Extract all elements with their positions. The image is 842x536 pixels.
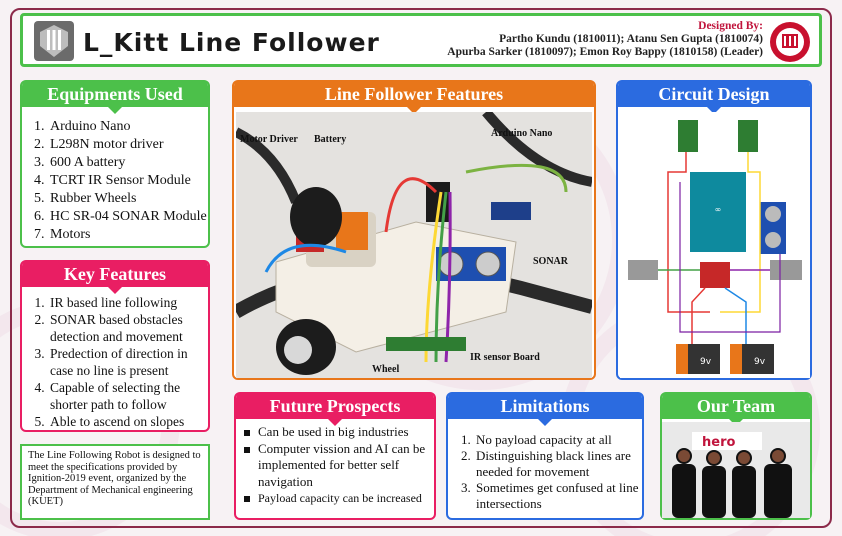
svg-text:∞: ∞ (715, 205, 722, 214)
circuit-title: Circuit Design (618, 81, 810, 114)
header: L_Kitt Line Follower Designed By: Partho… (20, 13, 822, 67)
designers-line-1: Partho Kundu (1810011); Atanu Sen Gupta … (499, 33, 763, 45)
team-photo: hero (662, 422, 810, 518)
list-item: 600 A battery (48, 154, 207, 172)
circuit-diagram: ∞ 9v 9v (620, 112, 810, 378)
key-features-panel: Key Features IR based line following SON… (20, 260, 210, 432)
line-follower-title: Line Follower Features (234, 81, 594, 114)
future-panel: Future Prospects Can be used in big indu… (234, 392, 436, 520)
list-item: No payload capacity at all (474, 432, 644, 448)
list-item: L298N motor driver (48, 136, 207, 154)
team-title: Our Team (662, 393, 810, 426)
list-item: HC SR-04 SONAR Module (48, 208, 207, 226)
line-follower-panel: Line Follower Features (232, 80, 596, 380)
event-note: The Line Following Robot is designed to … (20, 444, 210, 520)
team-logo-icon (34, 21, 74, 61)
label-wheel: Wheel (372, 364, 400, 375)
list-item: SONAR based obstacles detection and move… (48, 311, 210, 345)
label-motor-driver: Motor Driver (240, 134, 298, 145)
list-item: Rubber Wheels (48, 190, 207, 208)
label-sonar: SONAR (533, 256, 569, 267)
list-item: Sometimes get confused at line intersect… (474, 480, 644, 512)
list-item: Motors (48, 226, 207, 244)
equipments-panel: Equipments Used Arduino Nano L298N motor… (20, 80, 210, 248)
list-item: Can be used in big industries (244, 424, 434, 441)
list-item: Predection of direction in case no line … (48, 345, 210, 379)
equipments-list: Arduino Nano L298N motor driver 600 A ba… (32, 118, 207, 244)
label-ir-board: IR sensor Board (470, 352, 540, 363)
designed-by-label: Designed By: (698, 20, 763, 32)
page-frame (10, 8, 832, 528)
label-battery: Battery (314, 134, 347, 145)
robot-illustration (236, 112, 592, 378)
limitations-list: No payload capacity at all Distinguishin… (458, 432, 644, 512)
robot-photo: Motor Driver Battery Arduino Nano SONAR … (236, 112, 592, 378)
list-item: Able to ascend on slopes (48, 413, 210, 430)
list-item: IR based line following (48, 294, 210, 311)
list-item: Distinguishing black lines are needed fo… (474, 448, 644, 480)
list-item: TCRT IR Sensor Module (48, 172, 207, 190)
battery-label-2: 9v (754, 357, 766, 367)
list-item: Computer vission and AI can be implement… (244, 441, 434, 491)
designers-block: Designed By: Partho Kundu (1810011); Ata… (447, 20, 763, 59)
equipments-title: Equipments Used (22, 81, 208, 114)
battery-label-1: 9v (700, 357, 712, 367)
key-features-title: Key Features (22, 261, 208, 294)
university-seal-icon (770, 22, 810, 62)
list-item: Payload capacity can be increased (244, 490, 434, 507)
list-item: Capable of selecting the shorter path to… (48, 379, 210, 413)
key-features-list: IR based line following SONAR based obst… (32, 294, 210, 430)
future-list: Can be used in big industries Computer v… (244, 424, 434, 507)
limitations-panel: Limitations No payload capacity at all D… (446, 392, 644, 520)
list-item: Arduino Nano (48, 118, 207, 136)
team-banner-text: hero (702, 435, 735, 450)
future-title: Future Prospects (236, 393, 434, 426)
team-panel: Our Team hero (660, 392, 812, 520)
limitations-title: Limitations (448, 393, 642, 426)
designers-line-2: Apurba Sarker (1810097); Emon Roy Bappy … (447, 46, 763, 58)
circuit-panel: Circuit Design ∞ 9v 9v (616, 80, 812, 380)
page-title: L_Kitt Line Follower (83, 28, 380, 57)
label-arduino: Arduino Nano (491, 128, 553, 139)
